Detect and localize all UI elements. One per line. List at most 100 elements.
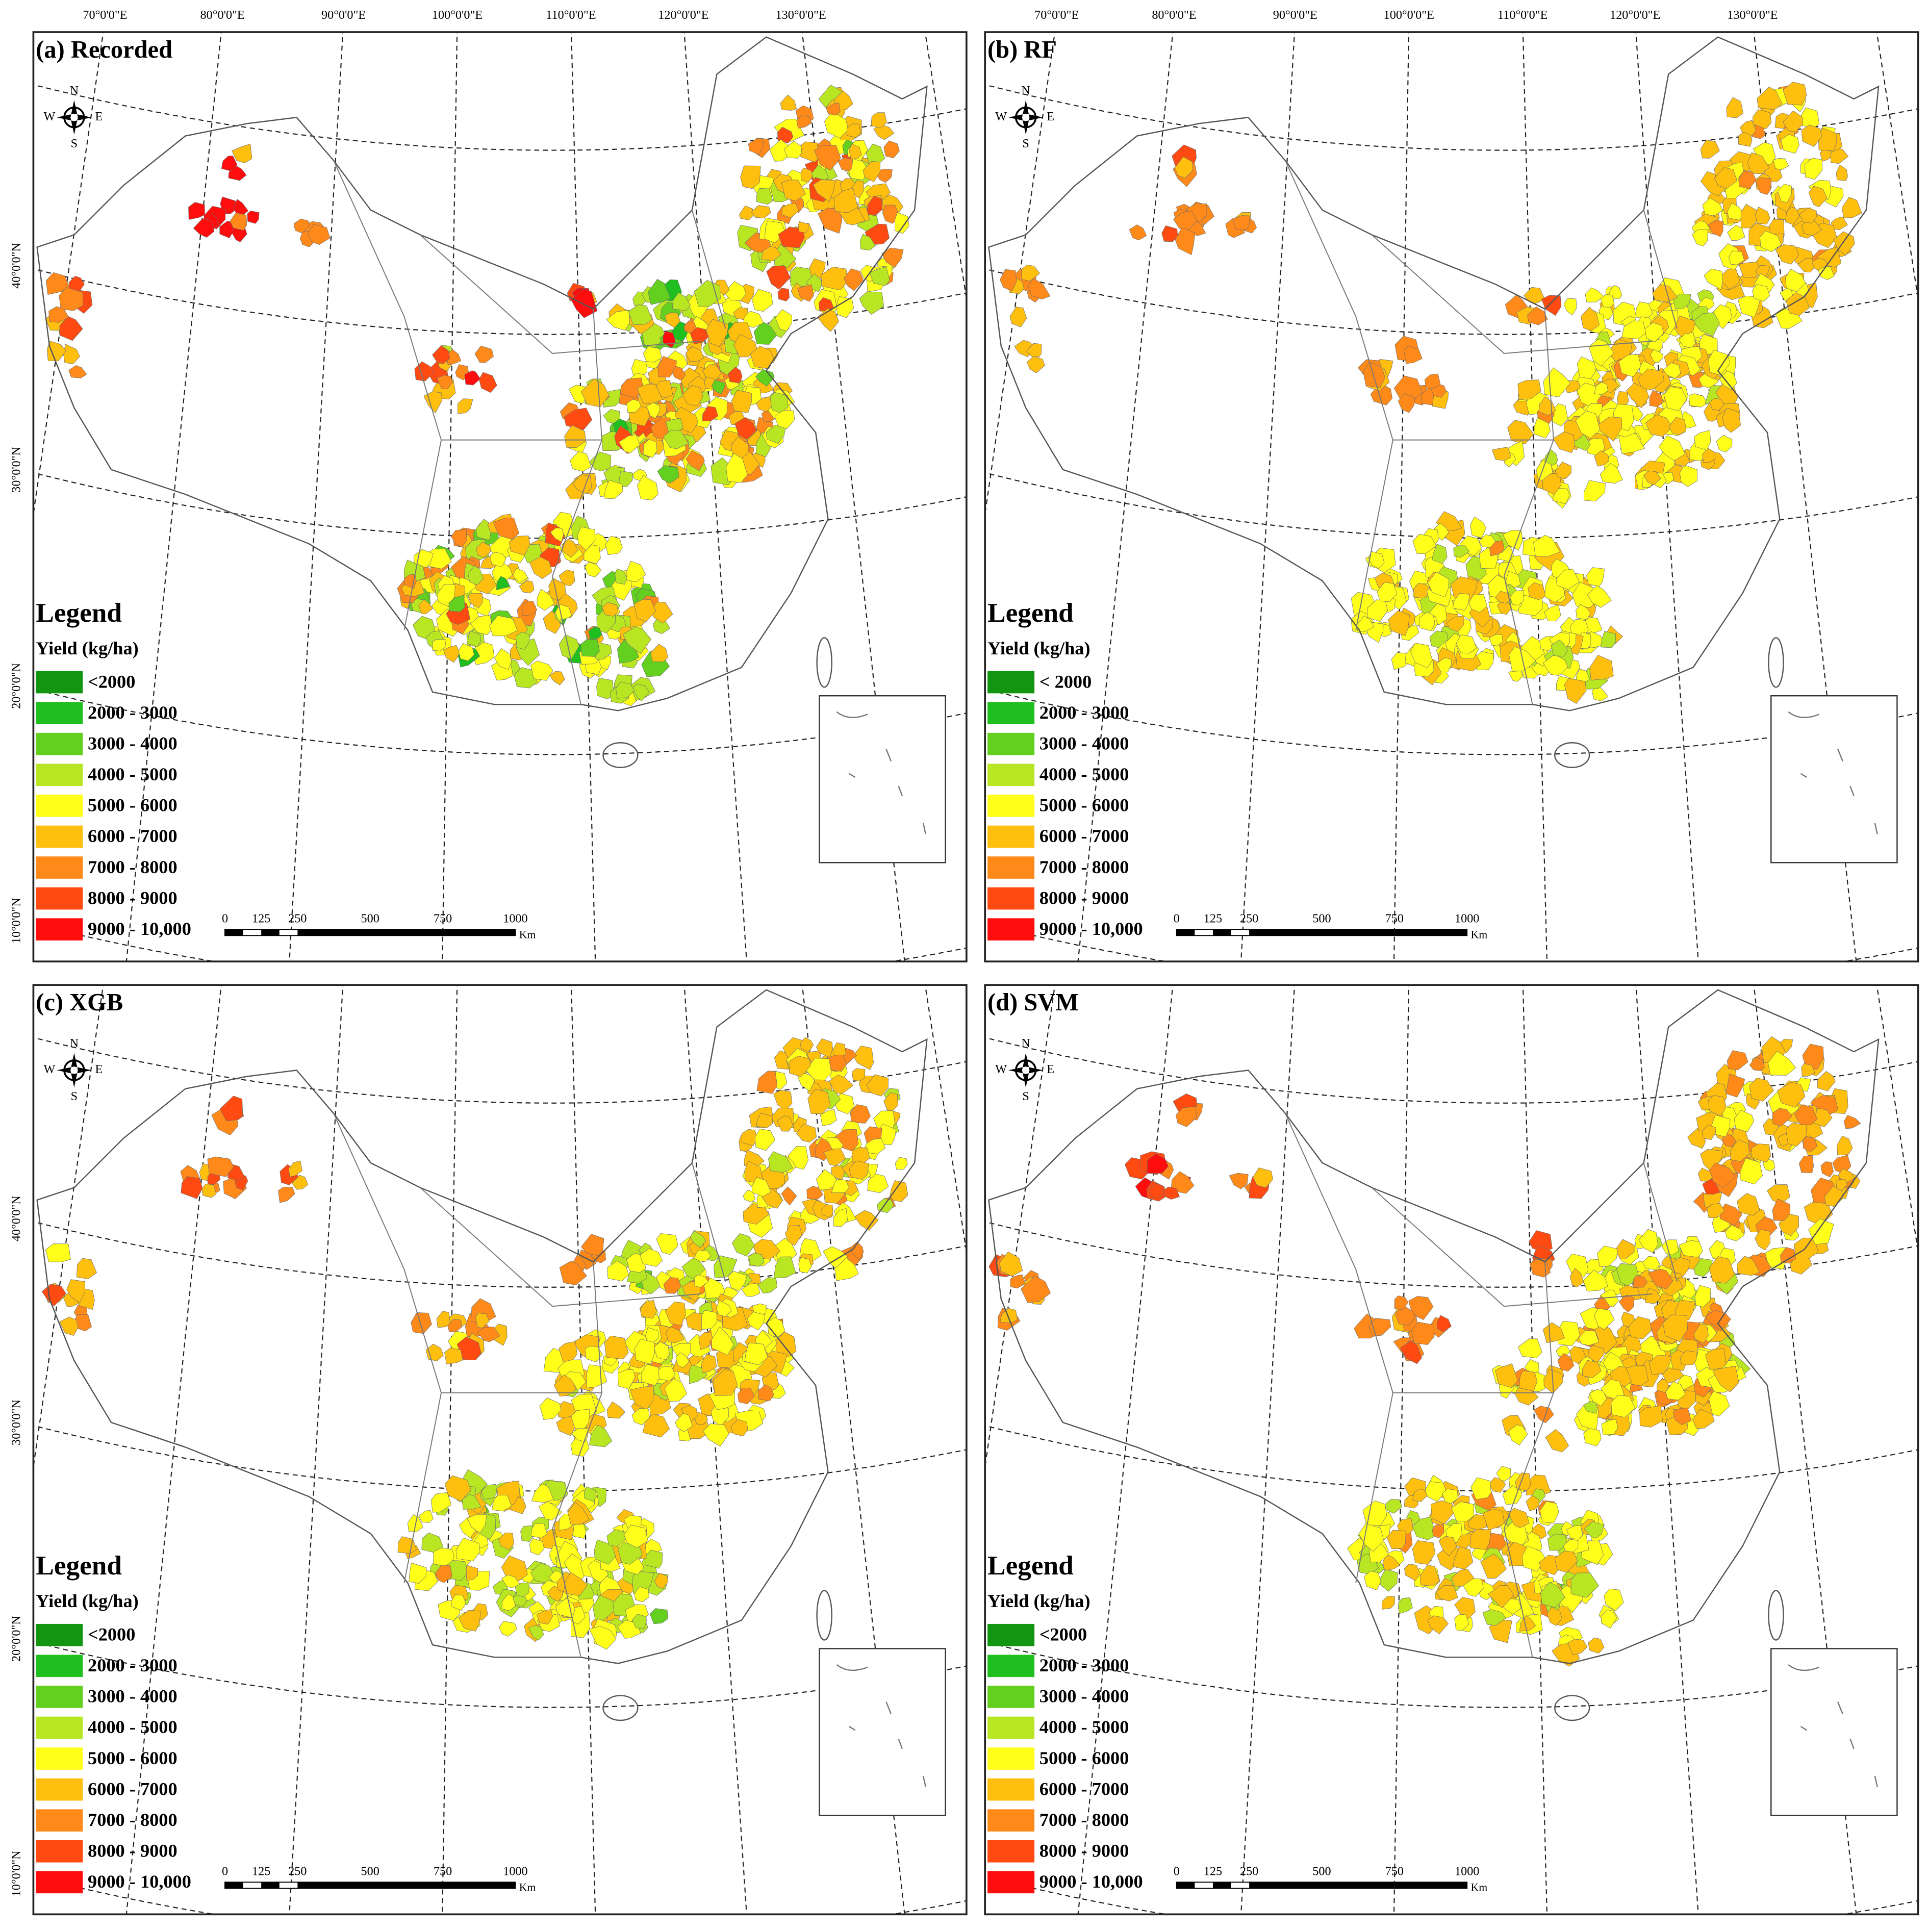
county <box>581 1234 604 1256</box>
county <box>1470 516 1486 539</box>
county <box>509 536 530 556</box>
county <box>1451 1501 1475 1522</box>
county <box>702 406 719 421</box>
county <box>826 1054 847 1072</box>
legend-label: 6000 - 7000 <box>88 1778 177 1799</box>
legend-label: 7000 - 8000 <box>88 1810 177 1830</box>
scale-label: 250 <box>288 911 307 925</box>
legend-label: 2000 - 3000 <box>1039 1655 1129 1675</box>
county <box>1412 1540 1436 1565</box>
county <box>1569 1267 1584 1288</box>
legend-swatch <box>36 1871 83 1894</box>
county <box>1583 1427 1602 1447</box>
county <box>850 1241 864 1260</box>
county <box>550 527 564 543</box>
county <box>580 639 600 657</box>
county <box>1704 268 1723 290</box>
legend-swatch <box>987 1716 1035 1739</box>
county <box>776 1115 794 1132</box>
county <box>46 341 67 362</box>
county <box>571 289 598 318</box>
county <box>1026 356 1045 373</box>
lon-label: 100°0'0"E <box>432 8 483 22</box>
legend-swatch <box>987 1871 1035 1894</box>
county <box>1643 470 1661 485</box>
county <box>1519 1370 1538 1392</box>
county <box>701 1310 717 1330</box>
county <box>605 536 623 555</box>
county <box>1502 529 1523 551</box>
county <box>1747 152 1770 174</box>
county <box>844 268 864 291</box>
county <box>800 167 815 183</box>
county <box>1545 1429 1569 1453</box>
county <box>437 375 453 390</box>
scale-label: 500 <box>1312 911 1331 925</box>
county <box>862 161 881 183</box>
scale-label: 0 <box>1174 1865 1180 1878</box>
scale-bar-segment <box>225 929 243 936</box>
county <box>1663 386 1687 412</box>
county <box>640 1300 657 1319</box>
county <box>1663 362 1681 379</box>
county <box>1752 284 1770 302</box>
county <box>1798 208 1817 224</box>
county <box>1604 1588 1624 1611</box>
county <box>854 1210 879 1231</box>
county <box>672 366 686 381</box>
county <box>883 140 900 159</box>
county <box>1803 1136 1817 1152</box>
county <box>800 1037 814 1053</box>
county <box>1453 545 1470 558</box>
county <box>1648 1355 1672 1375</box>
county <box>1594 1308 1615 1330</box>
county <box>1385 1499 1403 1514</box>
lat-label: 30°0'0"N <box>9 1400 23 1445</box>
county <box>672 292 691 311</box>
county <box>1400 1340 1422 1364</box>
legend-swatch <box>36 1655 83 1677</box>
county <box>559 634 580 660</box>
county <box>432 345 450 364</box>
compass: N S W E <box>995 1036 1054 1103</box>
county <box>1833 231 1855 256</box>
county <box>1438 1536 1457 1557</box>
county <box>1547 1534 1568 1551</box>
county <box>711 379 725 395</box>
scale-bar-segment <box>297 1882 370 1889</box>
scale-label: 250 <box>1240 1865 1258 1878</box>
legend-label: 2000 - 3000 <box>1039 702 1129 723</box>
county <box>207 1156 234 1177</box>
county <box>477 1327 500 1342</box>
county <box>850 1104 871 1124</box>
county <box>851 180 864 198</box>
scale-bar-segment <box>1394 1882 1467 1889</box>
county <box>849 143 862 159</box>
compass-letter: W <box>43 1062 55 1076</box>
county <box>1506 571 1521 588</box>
county <box>849 1160 869 1180</box>
county <box>1576 604 1591 620</box>
county <box>522 601 538 616</box>
legend-swatch <box>987 764 1035 786</box>
county <box>188 202 205 220</box>
legend-subtitle: Yield (kg/ha) <box>36 638 139 658</box>
county <box>645 1549 663 1569</box>
county <box>553 1374 577 1396</box>
county <box>702 1423 729 1447</box>
county <box>193 218 215 238</box>
county <box>730 1419 748 1437</box>
county <box>480 1484 497 1499</box>
county <box>813 180 836 202</box>
county <box>1738 132 1753 147</box>
scale-label: 1000 <box>503 1865 527 1878</box>
county <box>823 1148 846 1166</box>
county <box>829 1074 854 1095</box>
county <box>1543 604 1561 622</box>
county <box>1785 1123 1807 1147</box>
county <box>781 1186 797 1206</box>
county <box>559 1341 577 1362</box>
county <box>1563 298 1577 316</box>
county <box>1526 1495 1539 1511</box>
